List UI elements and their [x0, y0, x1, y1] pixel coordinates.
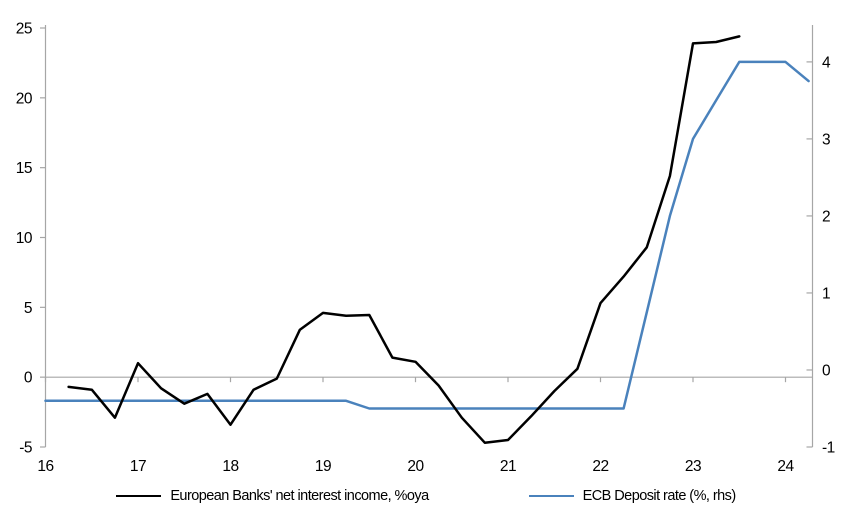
right-axis-tick-label: -1: [822, 440, 835, 457]
series-line-ecb-deposit-rate: [44, 60, 810, 410]
legend-label-ecb-deposit-rate: ECB Deposit rate (%, rhs): [582, 488, 737, 504]
x-axis-tick-label: 18: [222, 458, 238, 475]
x-axis-tick-label: 16: [37, 458, 53, 475]
legend-item-net-interest-income: European Banks' net interest income, %oy…: [116, 488, 429, 504]
right-axis-tick-label: 4: [822, 54, 831, 71]
left-axis-tick-label: 10: [16, 230, 33, 247]
left-axis-tick-label: 20: [16, 90, 33, 107]
legend-item-ecb-deposit-rate: ECB Deposit rate (%, rhs): [528, 488, 737, 504]
left-axis-tick-label: -5: [19, 440, 32, 457]
left-axis-tick-label: 15: [16, 160, 32, 177]
right-axis-tick-label: 0: [822, 362, 831, 379]
x-axis-tick-label: 24: [777, 458, 794, 475]
x-axis-tick-label: 22: [592, 458, 608, 475]
series-line-net-interest-income: [67, 35, 741, 445]
x-axis-tick-label: 23: [685, 458, 701, 475]
legend-label-net-interest-income: European Banks' net interest income, %oy…: [170, 488, 429, 504]
right-axis-tick-label: 2: [822, 208, 830, 225]
x-axis-tick-label: 21: [500, 458, 516, 475]
left-axis-tick-label: 5: [24, 300, 32, 317]
left-axis-tick-label: 25: [16, 21, 32, 38]
right-axis-tick-label: 1: [822, 285, 830, 302]
black-line-swatch-icon: [116, 495, 162, 497]
chart-legend: European Banks' net interest income, %oy…: [0, 488, 852, 504]
left-axis-tick-label: 0: [24, 370, 33, 387]
right-axis-tick-label: 3: [822, 131, 830, 148]
x-axis-tick-label: 20: [407, 458, 424, 475]
blue-line-swatch-icon: [528, 495, 574, 497]
x-axis-tick-label: 17: [130, 458, 146, 475]
x-axis-tick-label: 19: [315, 458, 331, 475]
